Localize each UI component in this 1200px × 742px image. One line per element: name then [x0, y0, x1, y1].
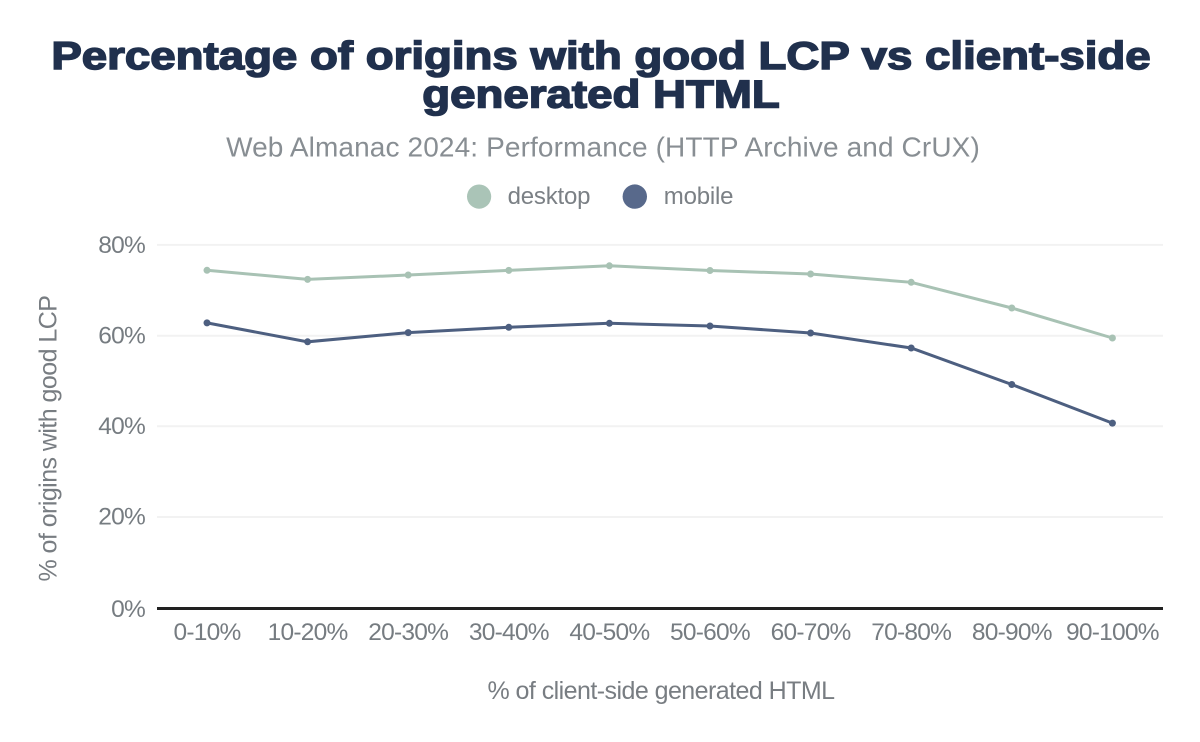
svg-text:60-70%: 60-70%	[771, 619, 851, 646]
svg-text:desktop: desktop	[508, 183, 591, 210]
svg-text:30-40%: 30-40%	[469, 619, 549, 646]
svg-text:10-20%: 10-20%	[268, 619, 348, 646]
svg-text:% of origins with good LCP: % of origins with good LCP	[35, 296, 63, 582]
svg-text:Web Almanac 2024: Performance: Web Almanac 2024: Performance (HTTP Arch…	[226, 131, 980, 162]
svg-text:90-100%: 90-100%	[1066, 619, 1159, 646]
svg-text:70-80%: 70-80%	[871, 619, 951, 646]
svg-text:50-60%: 50-60%	[670, 619, 750, 646]
svg-text:40%: 40%	[98, 413, 145, 440]
svg-text:40-50%: 40-50%	[569, 619, 649, 646]
svg-text:mobile: mobile	[664, 183, 734, 210]
svg-text:generated HTML: generated HTML	[422, 73, 779, 116]
svg-text:60%: 60%	[98, 323, 145, 350]
svg-text:20%: 20%	[98, 504, 145, 531]
svg-text:% of client-side generated HTM: % of client-side generated HTML	[487, 677, 835, 705]
svg-text:0-10%: 0-10%	[173, 619, 240, 646]
svg-text:0%: 0%	[111, 596, 145, 623]
svg-text:80-90%: 80-90%	[972, 619, 1052, 646]
svg-text:80%: 80%	[98, 232, 145, 259]
svg-text:Percentage of origins with goo: Percentage of origins with good LCP vs c…	[51, 34, 1150, 77]
svg-text:20-30%: 20-30%	[368, 619, 448, 646]
